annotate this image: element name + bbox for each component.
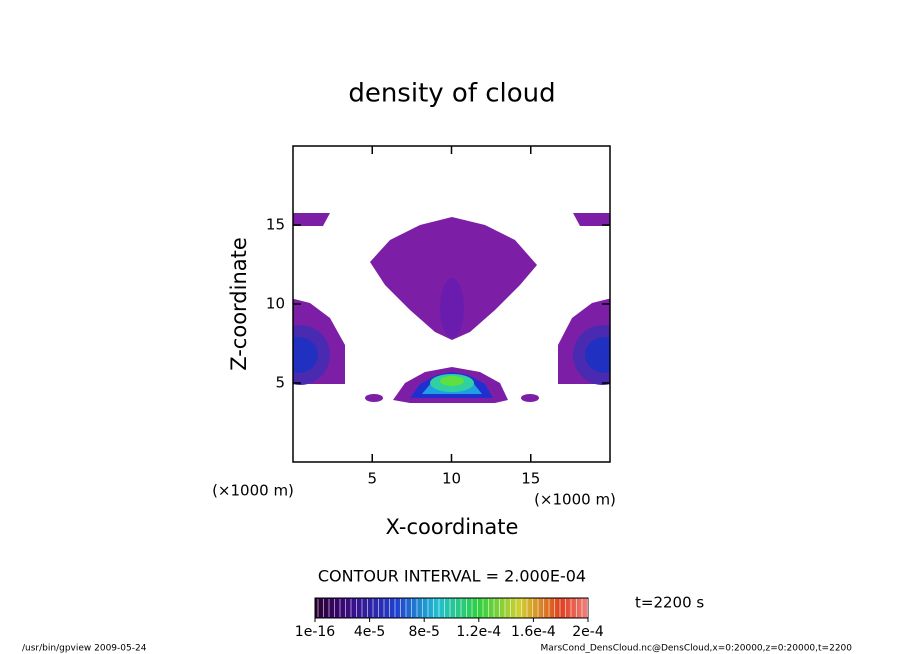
colorbar-tick-label: 1e-16 (295, 624, 335, 640)
colorbar-stripes (317, 599, 588, 617)
footer-right: MarsCond_DensCloud.nc@DensCloud,x=0:2000… (541, 644, 853, 654)
y-tick-label: 10 (266, 295, 285, 313)
x-tick-label: 15 (521, 470, 540, 488)
y-tick-label: 5 (275, 374, 285, 392)
colorbar-tick-label: 2e-4 (572, 624, 604, 640)
x-tick-label: 5 (367, 470, 377, 488)
colorbar-tick-label: 1.2e-4 (456, 624, 501, 640)
chart-title: density of cloud (348, 79, 555, 109)
x-axis-label: X-coordinate (386, 515, 519, 539)
colorbar-tick-label: 8e-5 (408, 624, 439, 640)
colorbar (314, 597, 589, 619)
contour-interval: CONTOUR INTERVAL = 2.000E-04 (318, 567, 586, 586)
colorbar-tick-label: 4e-5 (354, 624, 385, 640)
colorbar-tick-label: 1.6e-4 (511, 624, 556, 640)
x-tick-label: 10 (442, 470, 461, 488)
x-unit: (×1000 m) (534, 491, 616, 509)
y-axis-label: Z-coordinate (227, 237, 251, 371)
contour-fill (293, 213, 610, 403)
y-tick-label: 15 (266, 216, 285, 234)
footer-left: /usr/bin/gpview 2009-05-24 (22, 644, 147, 654)
y-unit: (×1000 m) (212, 482, 294, 500)
time-label: t=2200 s (635, 594, 704, 612)
